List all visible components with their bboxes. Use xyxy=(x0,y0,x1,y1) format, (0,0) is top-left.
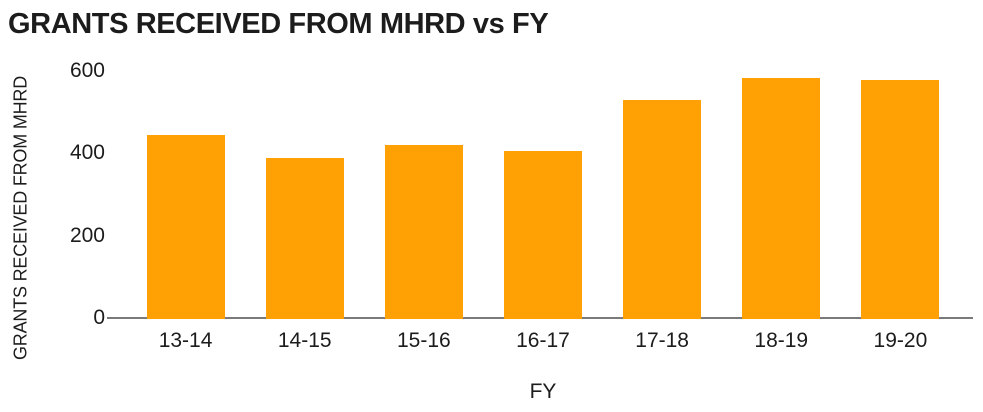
y-tick-label-200: 200 xyxy=(69,223,105,247)
bar-group-15-16: 15-16 xyxy=(364,71,483,352)
bar-16-17[interactable] xyxy=(503,150,582,319)
bar-15-16[interactable] xyxy=(384,144,463,319)
y-tick-label-600: 600 xyxy=(69,58,105,82)
bar-group-17-18: 17-18 xyxy=(603,71,722,352)
bar-group-13-14: 13-14 xyxy=(126,71,245,352)
bar-17-18[interactable] xyxy=(623,100,702,319)
bar-group-14-15: 14-15 xyxy=(245,71,364,352)
y-tick-label-0: 0 xyxy=(93,306,105,329)
bar-group-16-17: 16-17 xyxy=(483,71,602,352)
bar-13-14[interactable] xyxy=(146,135,225,319)
x-tick-label-16-17: 16-17 xyxy=(516,329,570,352)
bar-14-15[interactable] xyxy=(265,157,344,319)
x-tick-label-14-15: 14-15 xyxy=(277,329,332,352)
x-tick-label-15-16: 15-16 xyxy=(396,329,451,352)
bar-group-18-19: 18-19 xyxy=(722,71,841,352)
x-tick-label-18-19: 18-19 xyxy=(754,329,809,352)
y-tick-label-400: 400 xyxy=(69,141,105,164)
bar-19-20[interactable] xyxy=(861,79,940,319)
x-axis-title: FY xyxy=(529,380,557,403)
x-tick-label-17-18: 17-18 xyxy=(635,329,689,352)
x-tick-label-19-20: 19-20 xyxy=(873,329,928,352)
x-tick-label-13-14: 13-14 xyxy=(158,329,213,352)
bar-18-19[interactable] xyxy=(742,77,821,319)
plot-area: 13-14 14-15 15-16 16-17 17-18 18-19 19-20 xyxy=(126,71,960,352)
chart-title: GRANTS RECEIVED FROM MHRD vs FY xyxy=(8,8,549,40)
bar-group-19-20: 19-20 xyxy=(841,71,960,352)
